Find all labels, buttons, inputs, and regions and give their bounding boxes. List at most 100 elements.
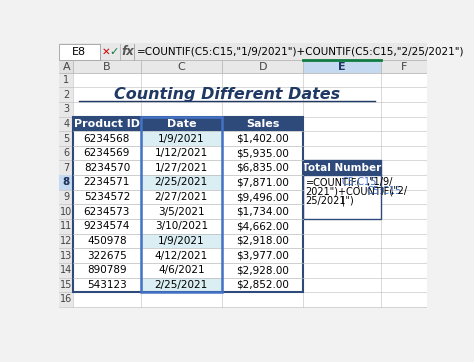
Text: 1: 1 bbox=[63, 75, 69, 85]
Bar bbox=[141, 131, 222, 146]
Text: 2021")+COUNTIF(: 2021")+COUNTIF( bbox=[306, 186, 394, 196]
Text: Product ID: Product ID bbox=[74, 119, 140, 129]
Bar bbox=[59, 248, 73, 263]
Text: $1,734.00: $1,734.00 bbox=[236, 207, 289, 217]
Text: 322675: 322675 bbox=[87, 251, 127, 261]
Text: 5: 5 bbox=[63, 134, 69, 144]
Bar bbox=[141, 278, 222, 292]
Bar bbox=[59, 233, 73, 248]
Bar bbox=[73, 146, 141, 160]
Bar bbox=[141, 219, 222, 233]
Text: 6234568: 6234568 bbox=[84, 134, 130, 144]
Text: Counting Different Dates: Counting Different Dates bbox=[114, 87, 340, 102]
Bar bbox=[73, 175, 141, 190]
Bar bbox=[73, 190, 141, 205]
Text: 25/2021"): 25/2021") bbox=[306, 195, 355, 205]
Bar bbox=[73, 175, 427, 190]
Bar bbox=[303, 60, 381, 73]
Text: 543123: 543123 bbox=[87, 280, 127, 290]
Bar bbox=[141, 175, 222, 190]
Bar bbox=[73, 248, 141, 263]
Text: 7: 7 bbox=[63, 163, 69, 173]
Bar bbox=[141, 160, 222, 175]
Text: 1/27/2021: 1/27/2021 bbox=[155, 163, 208, 173]
Text: E: E bbox=[338, 62, 346, 72]
Bar bbox=[141, 233, 222, 248]
Text: $5,935.00: $5,935.00 bbox=[236, 148, 289, 158]
Text: 1/9/2021: 1/9/2021 bbox=[158, 236, 205, 246]
Text: Total Number: Total Number bbox=[302, 163, 382, 173]
Bar bbox=[59, 60, 427, 73]
Text: $3,977.00: $3,977.00 bbox=[236, 251, 289, 261]
Bar bbox=[222, 175, 303, 190]
Bar bbox=[141, 117, 222, 131]
Text: 10: 10 bbox=[60, 207, 73, 217]
Text: 2/25/2021: 2/25/2021 bbox=[155, 177, 208, 188]
Bar bbox=[73, 233, 141, 248]
Bar bbox=[59, 205, 73, 219]
Bar bbox=[73, 117, 427, 131]
Bar bbox=[73, 292, 427, 307]
Text: F: F bbox=[401, 62, 407, 72]
Text: $2,928.00: $2,928.00 bbox=[236, 265, 289, 275]
Text: 6: 6 bbox=[63, 148, 69, 158]
Text: A: A bbox=[63, 62, 70, 72]
Text: C5:C15: C5:C15 bbox=[342, 177, 377, 188]
Bar bbox=[303, 160, 381, 175]
Bar bbox=[59, 160, 73, 175]
Text: 4/12/2021: 4/12/2021 bbox=[155, 251, 208, 261]
Text: ✕: ✕ bbox=[101, 47, 110, 57]
Bar bbox=[73, 263, 141, 278]
Bar bbox=[73, 263, 427, 278]
Text: 4: 4 bbox=[63, 119, 69, 129]
Text: 2: 2 bbox=[63, 90, 69, 100]
Bar bbox=[73, 278, 427, 292]
Bar bbox=[73, 131, 427, 146]
Bar bbox=[59, 190, 73, 205]
Text: 12: 12 bbox=[60, 236, 73, 246]
Bar bbox=[141, 190, 222, 205]
Bar bbox=[73, 117, 303, 292]
Text: $1,402.00: $1,402.00 bbox=[237, 134, 289, 144]
Bar bbox=[73, 102, 427, 117]
Text: 6234573: 6234573 bbox=[84, 207, 130, 217]
Bar bbox=[73, 248, 427, 263]
Text: 450978: 450978 bbox=[87, 236, 127, 246]
Text: 8234570: 8234570 bbox=[84, 163, 130, 173]
Text: C: C bbox=[177, 62, 185, 72]
Bar bbox=[222, 160, 303, 175]
Bar bbox=[141, 248, 222, 263]
Text: 3: 3 bbox=[63, 104, 69, 114]
Bar bbox=[222, 190, 303, 205]
Text: 8: 8 bbox=[63, 177, 69, 188]
Text: C5:C15: C5:C15 bbox=[366, 186, 401, 196]
Text: =COUNTIF(: =COUNTIF( bbox=[306, 177, 361, 188]
Bar bbox=[141, 263, 222, 278]
Bar bbox=[59, 263, 73, 278]
Text: 4/6/2021: 4/6/2021 bbox=[158, 265, 205, 275]
Text: 16: 16 bbox=[60, 294, 73, 304]
Text: $2,918.00: $2,918.00 bbox=[236, 236, 289, 246]
Bar bbox=[59, 219, 73, 233]
Bar bbox=[222, 278, 303, 292]
Bar bbox=[73, 219, 427, 233]
Text: 11: 11 bbox=[60, 221, 73, 231]
Bar bbox=[73, 146, 427, 160]
Bar bbox=[59, 278, 73, 292]
Bar bbox=[222, 219, 303, 233]
Text: 15: 15 bbox=[60, 280, 73, 290]
Text: 3/5/2021: 3/5/2021 bbox=[158, 207, 205, 217]
Text: 2234571: 2234571 bbox=[84, 177, 130, 188]
Bar bbox=[222, 146, 303, 160]
Text: 6234569: 6234569 bbox=[84, 148, 130, 158]
Bar bbox=[222, 263, 303, 278]
Bar bbox=[59, 102, 73, 117]
Bar bbox=[222, 131, 303, 146]
Bar bbox=[59, 43, 427, 60]
Text: =COUNTIF(C5:C15,"1/9/2021")+COUNTIF(C5:C15,"2/25/2021"): =COUNTIF(C5:C15,"1/9/2021")+COUNTIF(C5:C… bbox=[137, 47, 464, 57]
Text: ,"2/: ,"2/ bbox=[390, 186, 408, 196]
Text: 2/25/2021: 2/25/2021 bbox=[155, 280, 208, 290]
Bar bbox=[141, 117, 222, 292]
Text: $6,835.00: $6,835.00 bbox=[236, 163, 289, 173]
Bar bbox=[73, 205, 141, 219]
